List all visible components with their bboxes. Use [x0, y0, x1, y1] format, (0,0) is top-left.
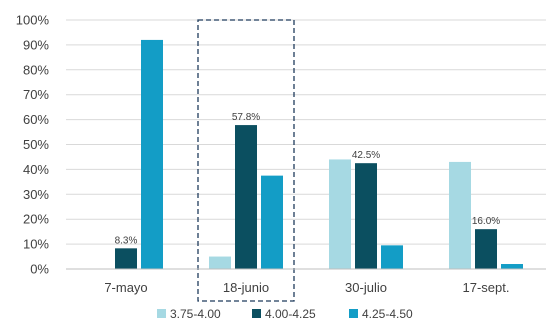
y-tick-label: 30%: [23, 187, 49, 202]
data-label: 57.8%: [232, 112, 260, 123]
bar: [209, 256, 231, 269]
y-tick-label: 70%: [23, 87, 49, 102]
gridlines: [66, 19, 546, 270]
y-tick-label: 100%: [16, 13, 50, 28]
legend: 3.75-4.00 4.00-4.25 4.25-4.50: [157, 307, 413, 321]
bar: [329, 159, 351, 269]
data-labels: 8.3% 57.8% 42.5% 16.0%: [115, 112, 501, 246]
legend-label: 4.00-4.25: [265, 307, 316, 321]
legend-label: 4.25-4.50: [362, 307, 413, 321]
highlight-frame: [197, 19, 295, 302]
bar: [355, 163, 377, 269]
legend-swatch: [157, 309, 166, 318]
bar: [501, 264, 523, 269]
bars: [115, 39, 523, 269]
highlight-box: [197, 19, 295, 302]
y-tick-label: 20%: [23, 212, 49, 227]
bar: [381, 245, 403, 269]
bar: [449, 161, 471, 269]
data-label: 42.5%: [352, 150, 380, 161]
legend-swatch: [252, 309, 261, 318]
x-axis: 7-mayo 18-junio 30-julio 17-sept.: [66, 268, 546, 295]
y-tick-label: 50%: [23, 137, 49, 152]
bar: [115, 248, 137, 269]
y-tick-label: 90%: [23, 37, 49, 52]
bar: [261, 175, 283, 269]
y-axis: 0% 10% 20% 30% 40% 50% 60% 70% 80% 90% 100%: [16, 13, 50, 277]
y-tick-label: 10%: [23, 237, 49, 252]
y-tick-label: 60%: [23, 112, 49, 127]
y-tick-label: 40%: [23, 162, 49, 177]
legend-swatch: [349, 309, 358, 318]
bar: [235, 125, 257, 269]
legend-label: 3.75-4.00: [170, 307, 221, 321]
y-tick-label: 0%: [30, 262, 49, 277]
data-label: 8.3%: [115, 235, 138, 246]
x-tick-label: 30-julio: [345, 280, 387, 295]
x-tick-label: 7-mayo: [104, 280, 147, 295]
x-tick-label: 17-sept.: [463, 280, 510, 295]
bar: [141, 39, 163, 269]
x-tick-label: 18-junio: [223, 280, 269, 295]
y-tick-label: 80%: [23, 62, 49, 77]
bar: [475, 229, 497, 269]
data-label: 16.0%: [472, 216, 500, 227]
